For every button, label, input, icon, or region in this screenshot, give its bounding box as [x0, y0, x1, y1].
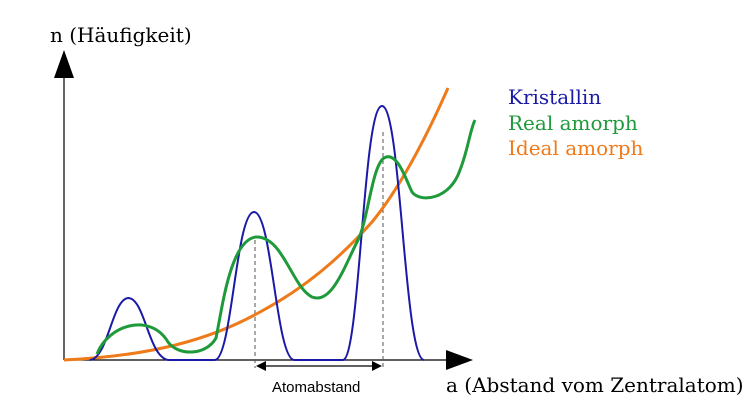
legend-real-amorph: Real amorph	[508, 111, 638, 135]
atomabstand-label: Atomabstand	[272, 379, 360, 396]
x-axis-arrowhead	[446, 350, 473, 370]
y-axis-arrowhead	[54, 50, 74, 78]
x-axis-label: a (Abstand vom Zentralatom)	[446, 373, 744, 397]
real-amorph-curve	[95, 119, 477, 355]
legend-kristallin: Kristallin	[508, 85, 601, 109]
legend-ideal-amorph: Ideal amorph	[508, 136, 644, 160]
kristallin-curve	[89, 104, 425, 361]
y-axis-label: n (Häufigkeit)	[50, 23, 192, 47]
ideal-amorph-curve	[63, 87, 450, 362]
